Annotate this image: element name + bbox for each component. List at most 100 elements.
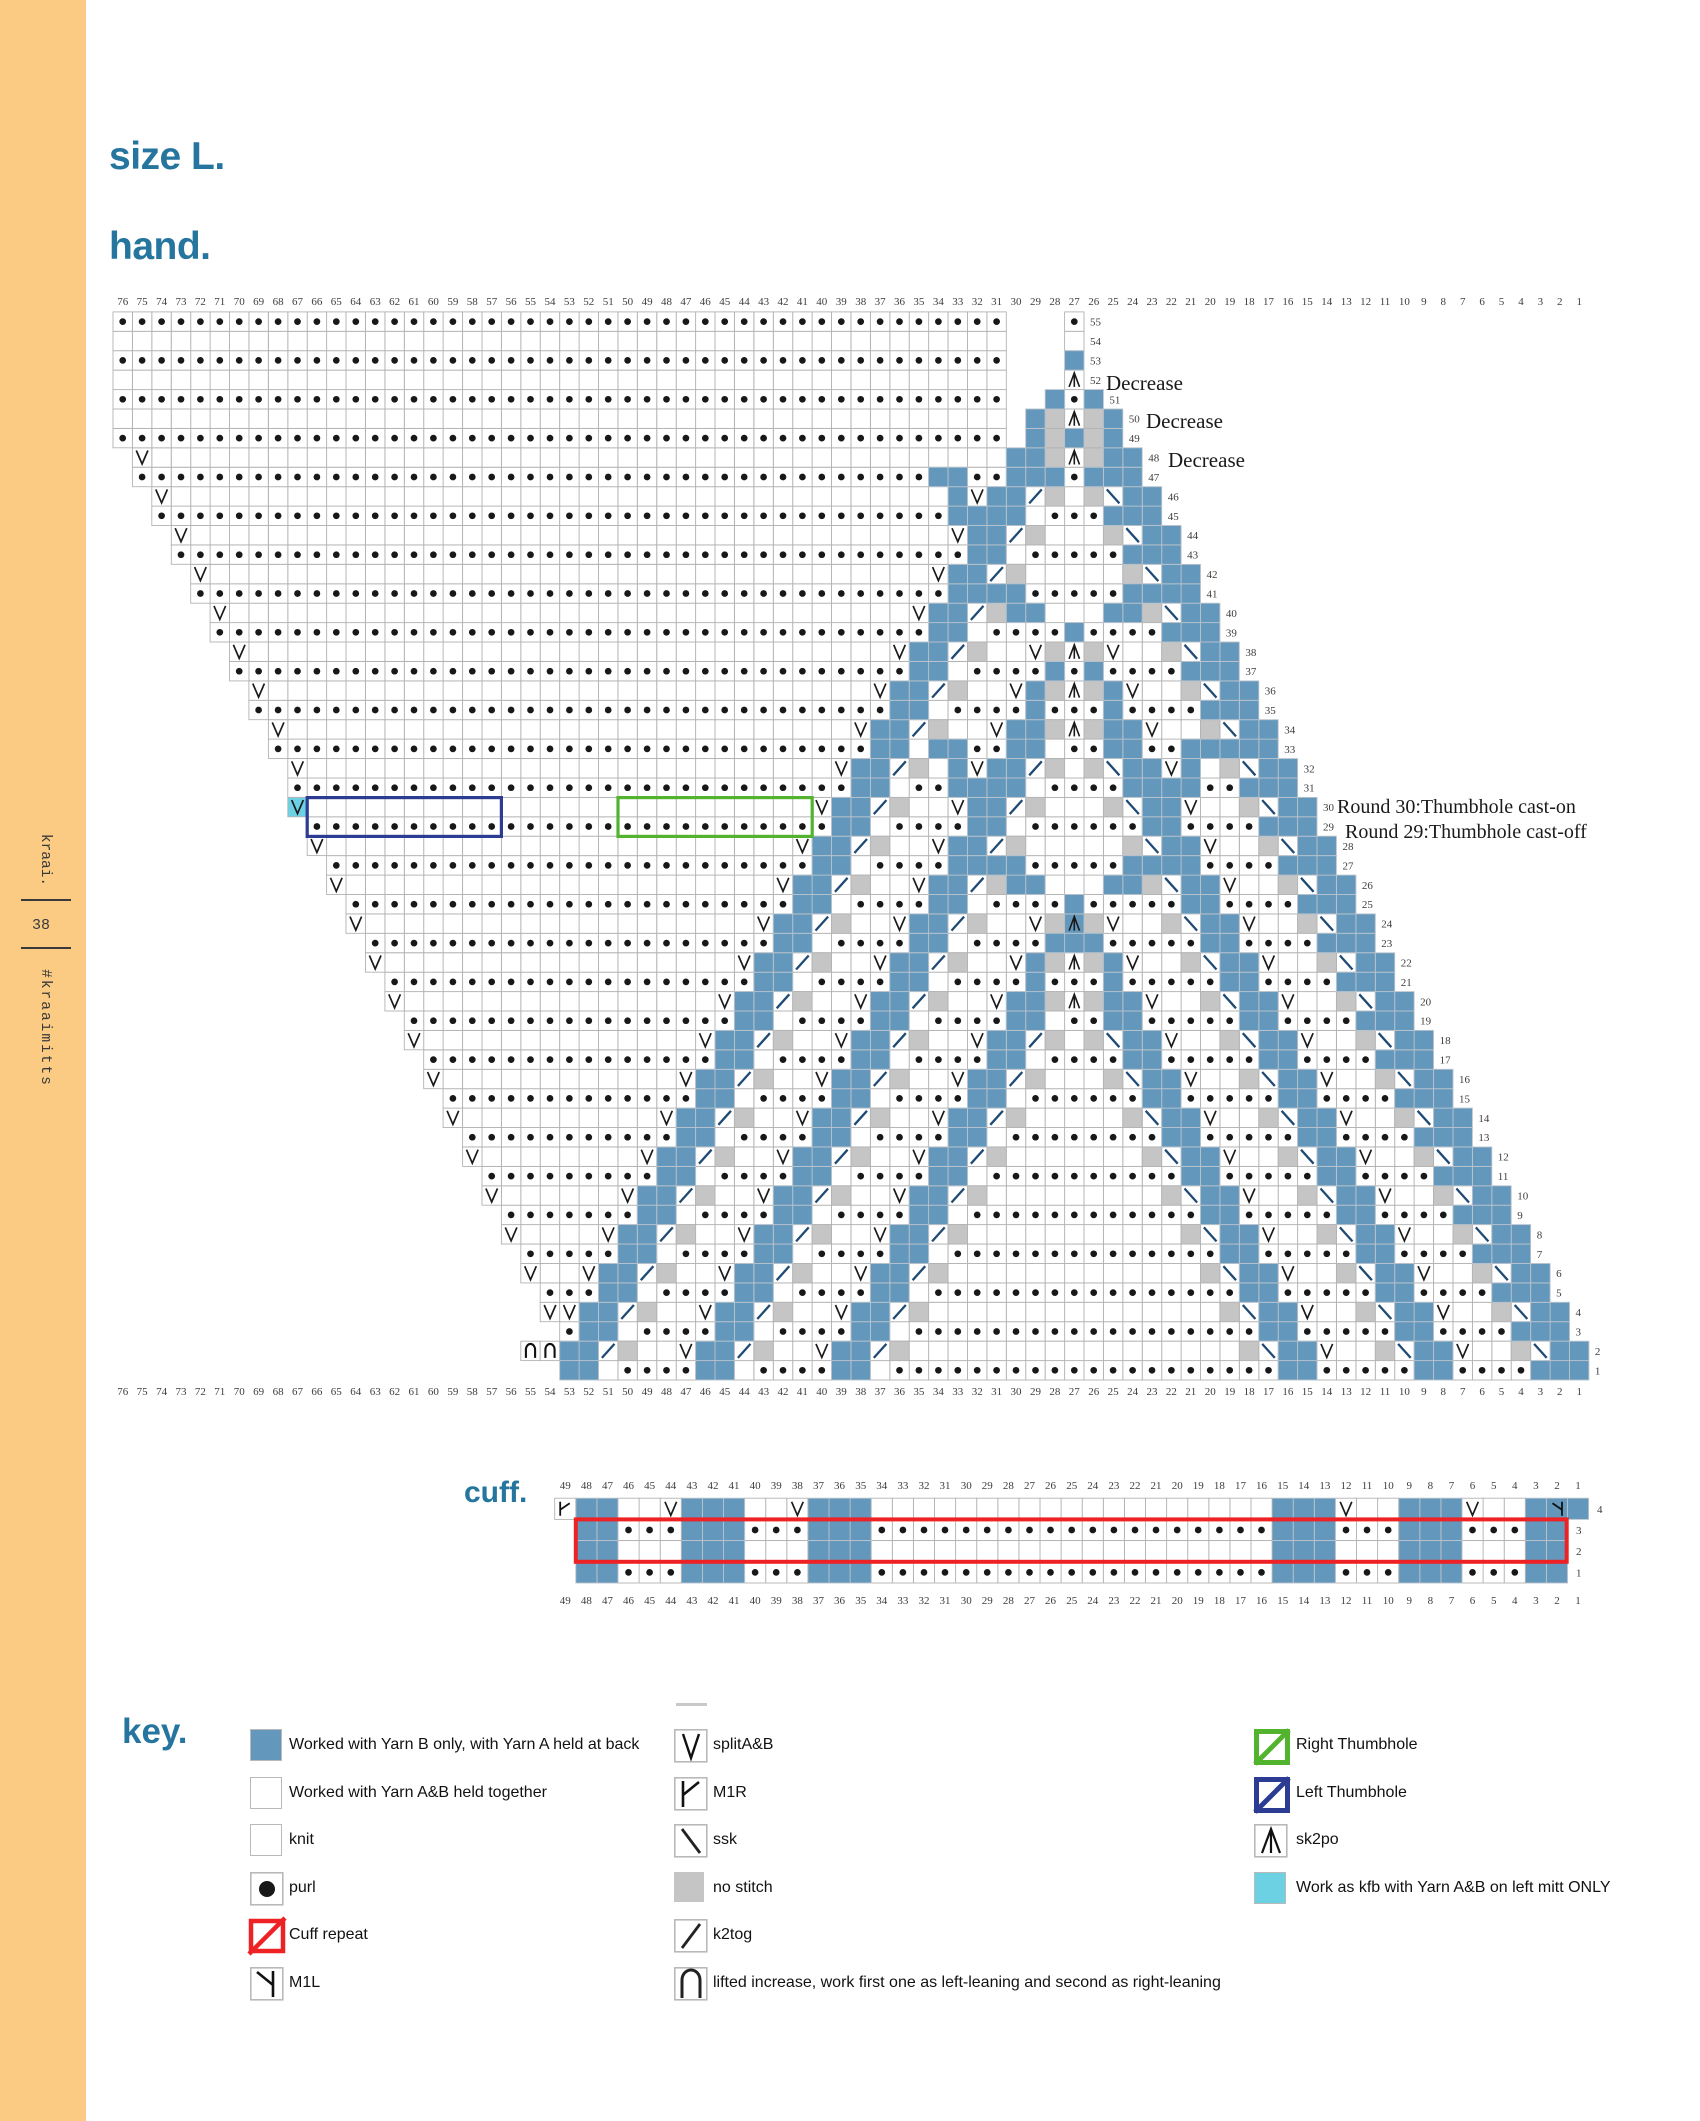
svg-text:74: 74 (156, 296, 168, 308)
svg-text:44: 44 (739, 296, 751, 308)
svg-text:46: 46 (623, 1595, 635, 1607)
svg-text:37: 37 (875, 296, 887, 308)
svg-text:39: 39 (771, 1480, 783, 1492)
svg-text:16: 16 (1282, 1386, 1294, 1398)
svg-text:53: 53 (1090, 355, 1102, 367)
svg-text:27: 27 (1343, 860, 1355, 872)
svg-text:47: 47 (680, 296, 692, 308)
svg-text:59: 59 (447, 1386, 459, 1398)
svg-text:26: 26 (1088, 296, 1100, 308)
svg-text:32: 32 (972, 1386, 983, 1398)
svg-text:32: 32 (919, 1595, 930, 1607)
svg-text:28: 28 (1003, 1480, 1015, 1492)
svg-text:67: 67 (292, 1386, 304, 1398)
svg-text:14: 14 (1298, 1480, 1310, 1492)
svg-text:27: 27 (1069, 296, 1081, 308)
svg-text:44: 44 (1187, 530, 1199, 542)
svg-text:70: 70 (234, 1386, 246, 1398)
svg-text:25: 25 (1362, 899, 1374, 911)
svg-text:8: 8 (1441, 296, 1447, 308)
svg-text:8: 8 (1428, 1595, 1434, 1607)
svg-text:29: 29 (1323, 822, 1335, 834)
svg-text:41: 41 (797, 1386, 808, 1398)
svg-text:17: 17 (1235, 1480, 1247, 1492)
svg-text:38: 38 (855, 1386, 867, 1398)
svg-text:4: 4 (1576, 1307, 1582, 1319)
svg-text:7: 7 (1449, 1595, 1455, 1607)
svg-text:41: 41 (729, 1595, 740, 1607)
svg-text:35: 35 (913, 1386, 925, 1398)
svg-text:58: 58 (467, 296, 479, 308)
svg-text:50: 50 (622, 296, 634, 308)
svg-text:4: 4 (1512, 1480, 1518, 1492)
svg-text:30: 30 (961, 1595, 973, 1607)
svg-text:6: 6 (1470, 1595, 1476, 1607)
svg-text:4: 4 (1518, 296, 1524, 308)
svg-text:47: 47 (680, 1386, 692, 1398)
svg-text:32: 32 (972, 296, 983, 308)
svg-text:55: 55 (525, 296, 537, 308)
svg-text:45: 45 (719, 296, 731, 308)
svg-text:3: 3 (1538, 296, 1544, 308)
svg-text:48: 48 (661, 296, 673, 308)
svg-text:24: 24 (1087, 1595, 1099, 1607)
svg-text:60: 60 (428, 296, 440, 308)
svg-text:52: 52 (583, 1386, 594, 1398)
svg-text:5: 5 (1499, 296, 1505, 308)
svg-text:62: 62 (389, 1386, 400, 1398)
svg-text:21: 21 (1151, 1595, 1162, 1607)
svg-text:43: 43 (758, 1386, 770, 1398)
svg-text:60: 60 (428, 1386, 440, 1398)
svg-text:2: 2 (1554, 1480, 1560, 1492)
svg-text:13: 13 (1341, 1386, 1353, 1398)
svg-text:13: 13 (1341, 296, 1353, 308)
svg-text:37: 37 (1245, 666, 1257, 678)
svg-text:33: 33 (952, 1386, 964, 1398)
svg-text:16: 16 (1256, 1480, 1268, 1492)
svg-text:41: 41 (797, 296, 808, 308)
svg-text:38: 38 (792, 1480, 804, 1492)
svg-text:13: 13 (1478, 1132, 1490, 1144)
svg-text:6: 6 (1470, 1480, 1476, 1492)
svg-text:69: 69 (253, 1386, 265, 1398)
svg-text:11: 11 (1380, 296, 1391, 308)
svg-text:64: 64 (350, 296, 362, 308)
svg-text:25: 25 (1108, 296, 1120, 308)
svg-text:49: 49 (642, 1386, 654, 1398)
svg-text:Decrease: Decrease (1168, 448, 1245, 472)
svg-text:36: 36 (894, 1386, 906, 1398)
svg-text:18: 18 (1214, 1480, 1226, 1492)
svg-text:41: 41 (729, 1480, 740, 1492)
svg-text:17: 17 (1235, 1595, 1247, 1607)
svg-text:58: 58 (467, 1386, 479, 1398)
svg-text:71: 71 (214, 296, 225, 308)
svg-text:63: 63 (370, 296, 382, 308)
svg-text:35: 35 (855, 1595, 867, 1607)
svg-text:43: 43 (686, 1480, 698, 1492)
svg-text:43: 43 (758, 296, 770, 308)
svg-text:68: 68 (273, 1386, 285, 1398)
svg-text:53: 53 (564, 296, 576, 308)
svg-text:38: 38 (792, 1595, 804, 1607)
svg-text:9: 9 (1406, 1595, 1412, 1607)
svg-text:18: 18 (1244, 296, 1256, 308)
svg-text:42: 42 (778, 296, 789, 308)
svg-text:50: 50 (622, 1386, 634, 1398)
svg-text:15: 15 (1459, 1093, 1471, 1105)
svg-text:17: 17 (1440, 1055, 1452, 1067)
svg-text:42: 42 (708, 1480, 719, 1492)
svg-text:21: 21 (1401, 977, 1412, 989)
svg-text:7: 7 (1537, 1249, 1543, 1261)
svg-text:52: 52 (583, 296, 594, 308)
svg-text:11: 11 (1362, 1480, 1373, 1492)
svg-text:1: 1 (1576, 1567, 1582, 1579)
svg-text:Decrease: Decrease (1106, 371, 1183, 395)
svg-text:44: 44 (665, 1480, 677, 1492)
svg-text:16: 16 (1282, 296, 1294, 308)
svg-text:61: 61 (409, 296, 420, 308)
svg-text:75: 75 (137, 296, 149, 308)
svg-text:5: 5 (1499, 1386, 1505, 1398)
svg-text:27: 27 (1024, 1595, 1036, 1607)
svg-text:7: 7 (1460, 1386, 1466, 1398)
svg-text:18: 18 (1244, 1386, 1256, 1398)
